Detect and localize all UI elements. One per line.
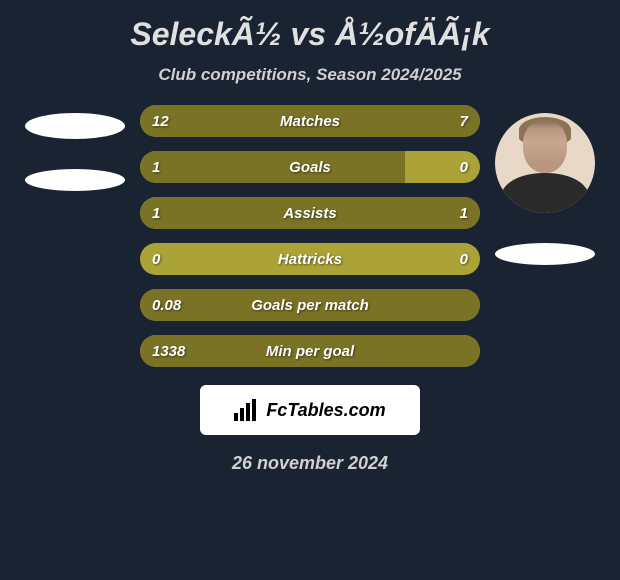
stats-column: 12 Matches 7 1 Goals 0 1 Assists 1 0 Hattricks 0 0.0… bbox=[140, 105, 480, 367]
right-player-column bbox=[490, 105, 600, 265]
stat-value-left: 1338 bbox=[152, 343, 185, 360]
left-player-column bbox=[20, 105, 130, 191]
stat-bar: 0 Hattricks 0 bbox=[140, 243, 480, 275]
stat-value-right: 1 bbox=[460, 205, 468, 222]
stat-fill-left bbox=[140, 151, 405, 183]
stat-bar: 12 Matches 7 bbox=[140, 105, 480, 137]
stat-bar: 1 Assists 1 bbox=[140, 197, 480, 229]
avatar-head bbox=[523, 121, 567, 173]
fctables-icon bbox=[234, 399, 260, 421]
logo-text: FcTables.com bbox=[266, 400, 385, 421]
stat-value-right: 0 bbox=[460, 251, 468, 268]
stat-label: Assists bbox=[283, 205, 336, 222]
stat-value-left: 1 bbox=[152, 205, 160, 222]
page-title: SeleckÃ½ vs Å½ofÄÃ¡k bbox=[0, 16, 620, 53]
date-text: 26 november 2024 bbox=[0, 453, 620, 474]
subtitle: Club competitions, Season 2024/2025 bbox=[0, 65, 620, 85]
stat-bar: 1 Goals 0 bbox=[140, 151, 480, 183]
left-player-placeholder-2 bbox=[25, 169, 125, 191]
stat-value-right: 7 bbox=[460, 113, 468, 130]
stat-value-left: 12 bbox=[152, 113, 169, 130]
right-player-avatar bbox=[495, 113, 595, 213]
main-content: 12 Matches 7 1 Goals 0 1 Assists 1 0 Hattricks 0 0.0… bbox=[0, 105, 620, 367]
stat-value-left: 1 bbox=[152, 159, 160, 176]
stat-value-right: 0 bbox=[460, 159, 468, 176]
stat-label: Goals bbox=[289, 159, 331, 176]
stat-value-left: 0 bbox=[152, 251, 160, 268]
logo-box: FcTables.com bbox=[200, 385, 420, 435]
right-player-placeholder bbox=[495, 243, 595, 265]
stat-bar: 0.08 Goals per match bbox=[140, 289, 480, 321]
avatar-shoulders bbox=[501, 173, 589, 213]
stat-label: Min per goal bbox=[266, 343, 354, 360]
left-player-placeholder-1 bbox=[25, 113, 125, 139]
stat-label: Hattricks bbox=[278, 251, 342, 268]
stat-label: Goals per match bbox=[251, 297, 369, 314]
stat-label: Matches bbox=[280, 113, 340, 130]
stat-bar: 1338 Min per goal bbox=[140, 335, 480, 367]
stat-value-left: 0.08 bbox=[152, 297, 181, 314]
comparison-infographic: SeleckÃ½ vs Å½ofÄÃ¡k Club competitions, … bbox=[0, 0, 620, 482]
